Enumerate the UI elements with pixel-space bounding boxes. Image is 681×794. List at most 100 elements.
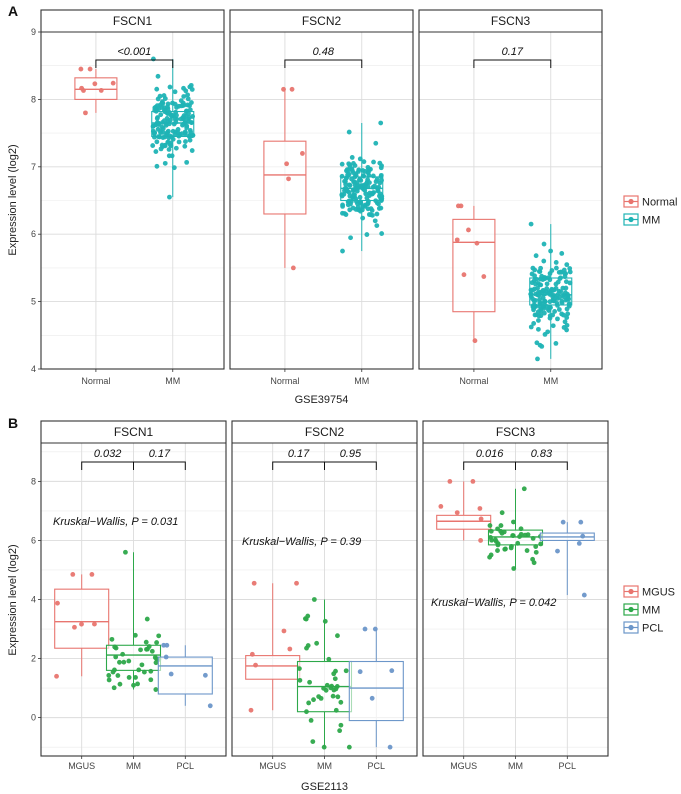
comparison-bracket bbox=[95, 59, 174, 68]
data-point bbox=[338, 699, 344, 705]
data-point bbox=[347, 193, 353, 199]
legend-entry-mgus: MGUS bbox=[623, 585, 675, 599]
data-point bbox=[495, 541, 501, 547]
data-point bbox=[539, 343, 545, 349]
data-point bbox=[357, 183, 363, 189]
data-point bbox=[366, 173, 372, 178]
data-point bbox=[120, 651, 126, 657]
data-point bbox=[123, 549, 128, 555]
data-point bbox=[155, 96, 161, 102]
facet-B-fscn3: FSCN3 0.016 0.83 Kruskal−Wallis, P = 0.042 M… bbox=[422, 420, 609, 771]
data-point bbox=[143, 639, 149, 645]
comparison-p-value: 0.17 bbox=[502, 46, 524, 58]
data-point bbox=[138, 647, 143, 653]
data-point bbox=[169, 113, 175, 119]
legend-entry-pcl: PCL bbox=[623, 621, 663, 635]
data-point bbox=[533, 253, 539, 259]
data-point bbox=[156, 120, 161, 126]
box-mgus bbox=[436, 478, 492, 543]
data-point bbox=[495, 548, 500, 553]
data-point bbox=[251, 580, 257, 586]
data-point bbox=[557, 295, 563, 300]
data-point bbox=[321, 685, 326, 691]
x-tick-label: MM bbox=[165, 376, 180, 386]
data-point bbox=[92, 81, 98, 87]
data-point bbox=[253, 662, 258, 668]
data-point bbox=[350, 187, 356, 193]
data-point bbox=[357, 177, 362, 183]
facet-strip bbox=[41, 10, 224, 32]
data-point bbox=[555, 316, 560, 322]
facet-A-fscn2: FSCN2 0.48 Normal MM bbox=[229, 9, 414, 386]
data-point bbox=[488, 528, 494, 534]
facet-B-fscn2: FSCN2 0.17 0.95 Kruskal−Wallis, P = 0.39 MGU… bbox=[231, 420, 418, 771]
data-point bbox=[164, 642, 170, 648]
data-point bbox=[310, 739, 316, 745]
data-point bbox=[510, 533, 516, 538]
data-point bbox=[158, 112, 164, 118]
legend-label: MGUS bbox=[642, 587, 675, 599]
data-point bbox=[531, 560, 537, 566]
data-point bbox=[112, 644, 118, 650]
box-mm bbox=[150, 56, 196, 200]
data-point bbox=[131, 682, 136, 688]
data-point bbox=[328, 685, 334, 691]
data-point bbox=[487, 523, 493, 528]
data-point bbox=[79, 85, 85, 91]
data-point bbox=[92, 621, 97, 627]
comparison-p-value: 0.032 bbox=[94, 448, 122, 460]
chart-A: A Expression level (log2) GSE39754 FSCN1 <0.… bbox=[7, 3, 677, 406]
data-point bbox=[166, 147, 172, 152]
y-tick-label: 7 bbox=[31, 162, 36, 172]
data-point bbox=[339, 193, 345, 199]
data-point bbox=[281, 628, 287, 634]
data-point bbox=[567, 280, 573, 286]
data-point bbox=[167, 117, 173, 123]
data-point bbox=[544, 281, 550, 287]
data-point bbox=[308, 718, 314, 723]
data-point bbox=[362, 187, 368, 193]
data-point bbox=[530, 303, 536, 308]
data-point bbox=[552, 309, 558, 314]
data-point bbox=[187, 107, 193, 113]
comparison-bracket bbox=[284, 59, 363, 68]
data-point bbox=[567, 269, 573, 275]
data-point bbox=[110, 669, 116, 675]
data-point bbox=[187, 137, 193, 143]
data-point bbox=[538, 308, 544, 314]
data-point bbox=[151, 131, 157, 137]
x-tick-label: MGUS bbox=[259, 761, 286, 771]
data-point bbox=[350, 205, 356, 211]
data-point bbox=[87, 66, 93, 72]
box-pcl bbox=[539, 519, 595, 598]
box-normal bbox=[452, 203, 496, 344]
y-tick-label: 9 bbox=[31, 27, 36, 37]
kruskal-wallis-label: Kruskal−Wallis, P = 0.39 bbox=[242, 536, 361, 548]
data-point bbox=[186, 111, 191, 116]
box-pcl bbox=[348, 626, 404, 750]
data-point bbox=[370, 173, 376, 179]
data-point bbox=[563, 271, 569, 276]
comparison-p-value: 0.17 bbox=[149, 448, 171, 460]
data-point bbox=[161, 118, 167, 124]
data-point bbox=[372, 218, 378, 224]
data-point bbox=[185, 102, 191, 108]
data-point bbox=[377, 191, 383, 197]
y-tick-label: 0 bbox=[31, 713, 36, 723]
box-mm bbox=[487, 486, 544, 571]
data-point bbox=[576, 540, 582, 546]
data-point bbox=[508, 545, 514, 551]
data-point bbox=[563, 285, 569, 291]
data-point bbox=[185, 96, 191, 102]
data-point bbox=[374, 223, 380, 229]
x-tick-label: Normal bbox=[81, 376, 110, 386]
data-point bbox=[302, 616, 308, 622]
data-point bbox=[166, 135, 172, 141]
facet-title: FSCN3 bbox=[496, 425, 536, 439]
data-point bbox=[187, 133, 193, 138]
facet-title: FSCN2 bbox=[302, 14, 342, 28]
data-point bbox=[338, 722, 344, 728]
data-point bbox=[132, 632, 138, 638]
data-point bbox=[353, 196, 359, 202]
